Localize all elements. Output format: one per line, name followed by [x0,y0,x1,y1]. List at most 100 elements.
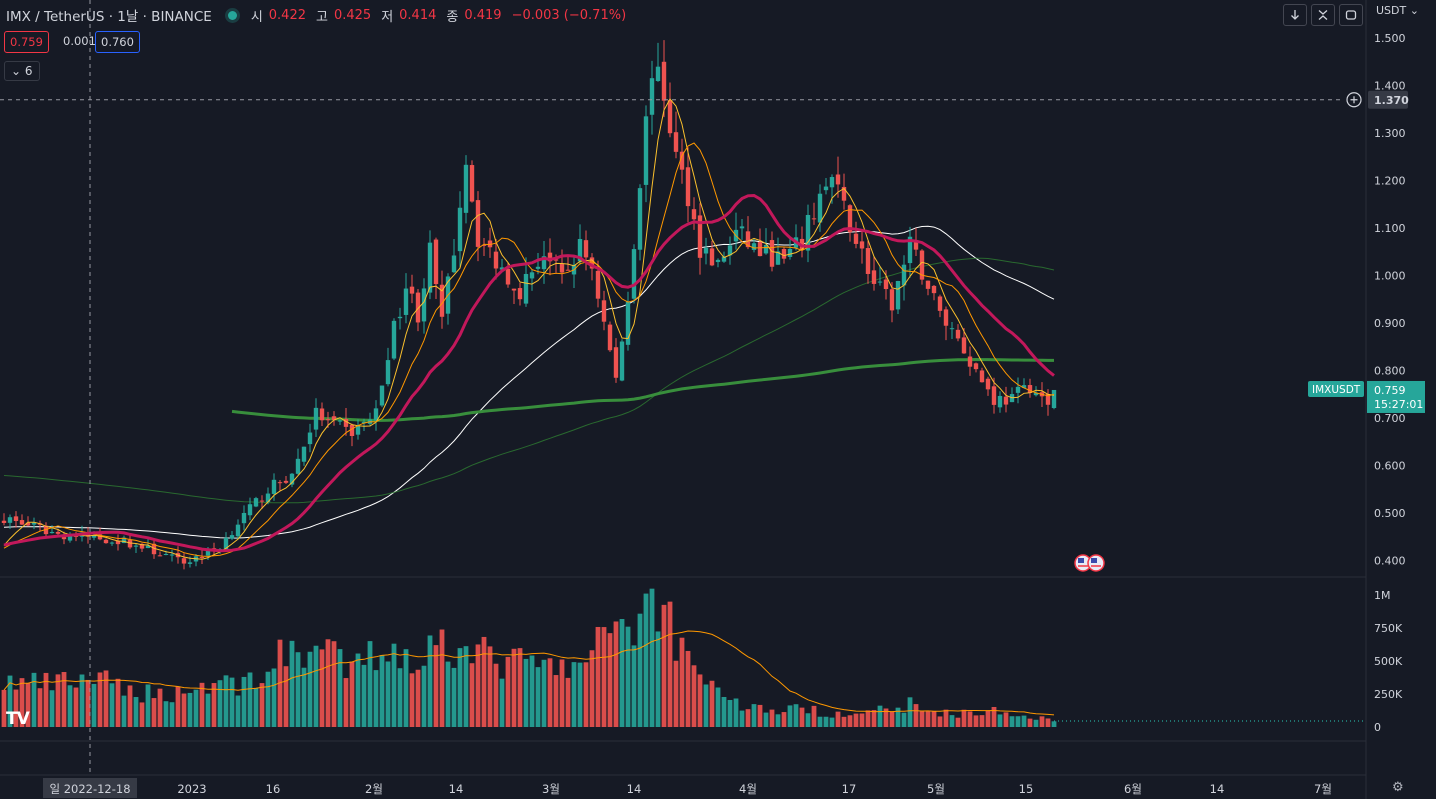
grid [0,0,1367,799]
buy-price-button[interactable]: 0.760 [95,31,140,53]
candle [283,476,289,484]
candle [973,362,979,373]
volume-bar [997,714,1003,727]
indicators-count: 6 [24,64,33,78]
settings-gear-icon[interactable]: ⚙ [1392,780,1404,795]
volume-bar [433,645,439,727]
crosshair-plus-icon [1346,92,1362,108]
candle [349,423,355,447]
last-price-label: 0.759 [1374,384,1406,397]
volume-bar [751,704,757,727]
price-tick-label: 1.400 [1374,80,1406,93]
candle [823,177,829,195]
volume-bar [691,665,697,727]
volume-bar [55,674,61,727]
volume-bar [409,673,415,727]
candle [925,280,931,296]
price-tick-label: 1.000 [1374,270,1406,283]
volume-bar [943,709,949,727]
volume-bar [535,667,541,727]
candle [745,216,751,250]
candle [709,240,715,267]
candle [157,551,163,557]
currency-selector[interactable]: USDT ⌄ [1376,4,1419,17]
volume-bar [487,646,493,727]
time-tick-label: 6월 [1124,782,1142,796]
crosshair-plus-icon [1350,96,1358,104]
candle [907,226,913,278]
indicators-toggle[interactable]: ⌄ 6 [4,61,40,81]
volume-bar [451,667,457,727]
volume-tick-label: 0 [1374,721,1381,734]
volume-bar [787,705,793,727]
volume-bar [781,712,787,727]
candle [619,339,625,382]
volume-bar [13,689,19,727]
candle [865,240,871,284]
volume-bar [253,688,259,727]
candle [373,400,379,431]
volume-bar [559,659,565,727]
volume-bar [463,646,469,727]
candle [469,160,475,203]
volume-bar [625,626,631,727]
volume-bar [919,711,925,727]
volume-bar [361,664,367,727]
candle [871,256,877,291]
symbol-legend: IMX / TetherUS · 1날 · BINANCE 시 0.422 고 0.… [6,5,630,26]
candle [247,497,253,521]
open-key: 시 [250,9,263,25]
price-tick-label: 0.600 [1374,460,1406,473]
volume-bar [607,633,613,727]
volume-bar [889,711,895,727]
candle [757,228,763,257]
volume-bar [247,672,253,727]
candle [289,472,295,488]
candle [415,288,421,332]
price-tick-label: 1.200 [1374,175,1406,188]
volume-bar [871,710,877,727]
candle [13,511,19,528]
candle [1021,378,1027,389]
volume-bar [319,649,325,727]
candle [319,402,325,426]
volume-bar [739,710,745,727]
candle [517,282,523,306]
candle [391,318,397,361]
volume-bar [235,695,241,727]
time-tick-label: 4월 [739,782,757,796]
maximize-icon[interactable] [1339,4,1363,26]
volume-bar [913,704,919,727]
volume-bar [979,715,985,727]
symbol-tag-label: IMXUSDT [1312,384,1361,396]
volume-bar [139,702,145,727]
candle [877,266,883,286]
arrow-down-icon[interactable] [1283,4,1307,26]
volume-bar [1027,718,1033,727]
volume-bar [121,695,127,727]
volume-bar [949,715,955,727]
time-tick-label: 17 [842,782,857,796]
volume-bar [745,709,751,727]
volume-bar [967,711,973,727]
candle [355,419,361,440]
candle [337,419,343,425]
sell-price-button[interactable]: 0.759 [4,31,49,53]
crosshair-price-label: 1.370 [1374,94,1409,107]
change-value: −0.003 (−0.71%) [511,7,627,23]
volume-bar [325,639,331,727]
candle [511,288,517,304]
volume-bar [769,709,775,727]
volume-bar [265,671,271,727]
candle [1015,377,1021,404]
candle [457,191,463,268]
collapse-icon[interactable] [1311,4,1335,26]
volume-bar [673,660,679,727]
moving-averages-top [3,98,1055,560]
volume-bar [1051,721,1057,727]
close-key: 종 [446,9,459,25]
candle [427,230,433,300]
symbol-title[interactable]: IMX / TetherUS · 1날 · BINANCE [6,9,212,25]
